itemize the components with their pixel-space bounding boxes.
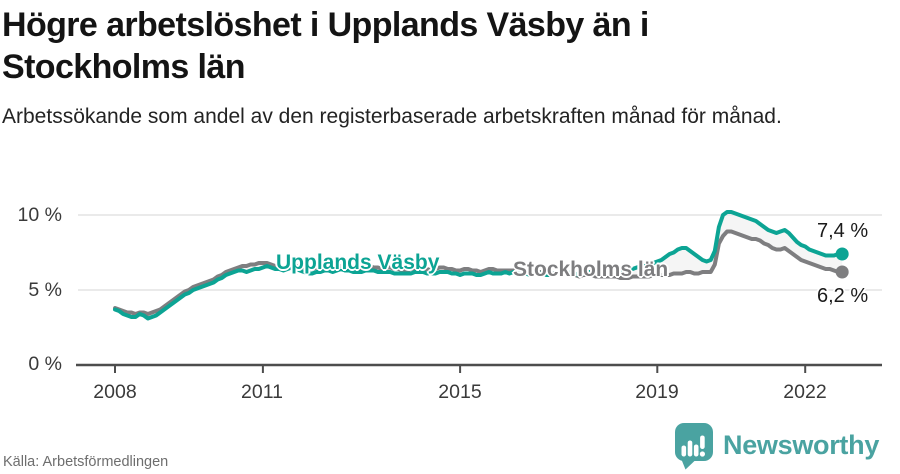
newsworthy-wordmark: Newsworthy (723, 430, 880, 460)
x-tick-label-2008: 2008 (93, 381, 137, 403)
y-tick-label-10: 10 % (17, 204, 62, 226)
newsworthy-logo: Newsworthy (675, 423, 897, 471)
endpoint-dot-upplands-vasby (835, 247, 849, 261)
x-tick-label-2011: 2011 (241, 381, 283, 403)
source-attribution: Källa: Arbetsförmedlingen (3, 454, 169, 470)
x-tick-label-2015: 2015 (438, 381, 482, 403)
newsworthy-bubble-chart-icon (675, 423, 713, 470)
y-tick-label-0: 0 % (28, 353, 62, 375)
end-value-label-stockholms-lan: 6,2 % (817, 285, 869, 307)
y-tick-label-5: 5 % (28, 279, 62, 301)
series-label-stockholms-lan: Stockholms län (513, 258, 669, 281)
series-label-upplands-vasby: Upplands Väsby (276, 251, 440, 274)
x-tick-label-2022: 2022 (783, 381, 827, 403)
end-value-label-upplands-vasby: 7,4 % (817, 220, 869, 242)
line-upplands-vasby (113, 210, 845, 321)
line-chart (76, 210, 882, 373)
x-axis (114, 365, 807, 373)
chart-subtitle: Arbetssökande som andel av den registerb… (2, 105, 782, 128)
line-stockholms-lan (113, 229, 845, 316)
difference-band (115, 212, 843, 319)
x-tick-label-2019: 2019 (635, 381, 679, 403)
endpoint-dot-stockholms-lan (835, 265, 849, 279)
page-title: Högre arbetslöshet i Upplands Väsby än i… (2, 6, 649, 86)
gridlines (76, 214, 882, 367)
